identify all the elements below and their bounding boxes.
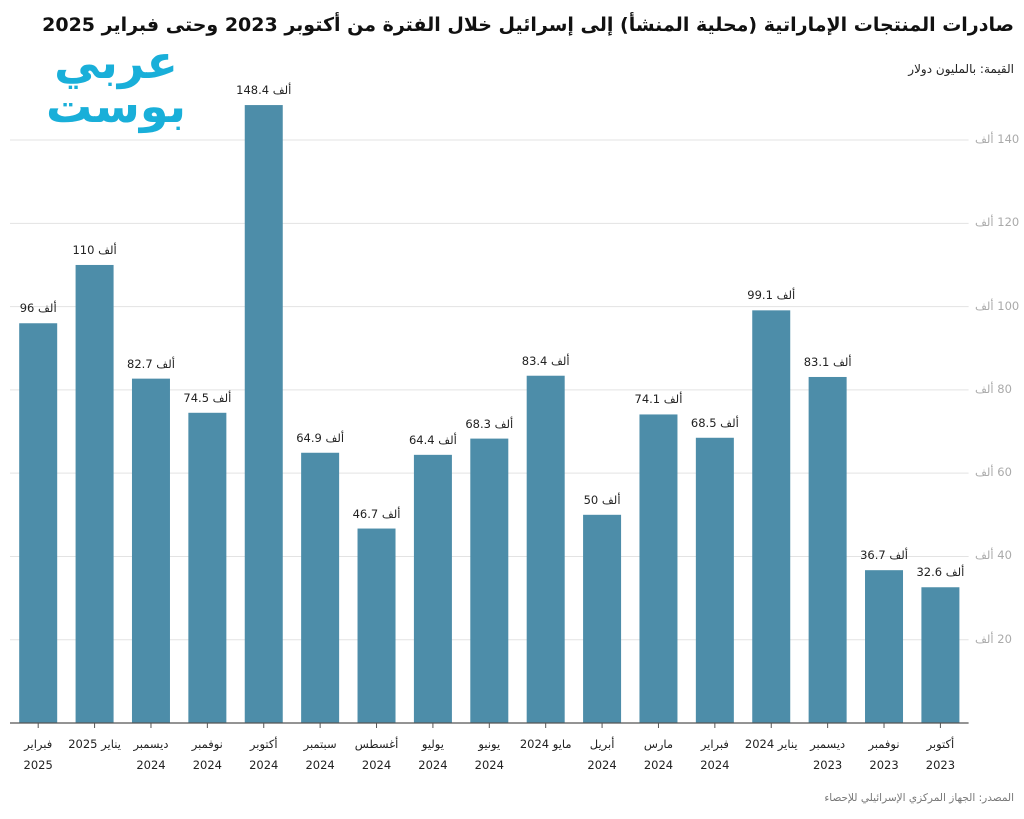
x-tick-label: أكتوبر 2024 [249,737,279,772]
x-tick-label: نوفمبر 2023 [868,737,900,772]
value-label: 74.5 ألف [183,390,232,405]
x-tick-label: مايو 2024 [519,737,572,751]
bar [75,264,114,723]
value-label: 83.1 ألف [803,354,852,369]
bar [808,376,847,723]
y-tick-label: 40 ألف [975,548,1012,563]
y-tick-label: 100 ألف [975,298,1020,313]
y-tick-label: 80 ألف [975,381,1012,396]
bar [19,323,58,723]
x-tick-label: فبراير 2025 [23,737,53,772]
bar [301,452,340,723]
y-tick-label: 60 ألف [975,465,1012,480]
bar [470,438,509,723]
value-label: 96 ألف [19,301,57,316]
value-label: 68.5 ألف [690,415,739,430]
x-tick-label: سبتمبر 2024 [303,737,337,772]
x-tick-label: أكتوبر 2023 [925,737,956,772]
x-tick-label: يونيو 2024 [474,737,504,772]
bar [752,310,791,723]
x-tick-label: ديسمبر 2023 [810,737,846,772]
x-tick-label: ديسمبر 2024 [133,737,169,772]
y-tick-label: 120 ألف [975,215,1020,230]
x-tick-label: يوليو 2024 [418,737,448,772]
value-label: 46.7 ألف [352,506,401,521]
source: المصدر: الجهاز المركزي الإسرائيلي للإحصا… [824,792,1014,804]
value-label: 82.7 ألف [127,356,175,371]
y-tick-label: 20 ألف [975,631,1012,646]
bar [357,528,396,723]
value-label: 110 ألف [72,242,117,257]
y-tick-label: 140 ألف [975,132,1020,147]
value-label: 83.4 ألف [521,353,570,368]
bar [865,570,904,723]
x-tick-label: يناير 2025 [68,737,121,751]
bar [188,412,227,723]
chart-title: صادرات المنتجات الإماراتية (محلية المنشأ… [42,14,1014,36]
value-label: 64.9 ألف [296,430,345,445]
chart-subtitle: القيمة: بالمليون دولار [908,62,1014,76]
value-label: 64.4 ألف [408,432,457,447]
x-tick-label: يناير 2024 [744,737,798,751]
x-tick-label: أغسطس 2024 [354,737,399,772]
x-tick-label: فبراير 2024 [700,737,730,772]
bar [695,437,734,723]
bar [583,514,622,723]
value-label: 50 ألف [583,492,621,507]
bar [526,375,565,723]
x-tick-label: نوفمبر 2024 [191,737,223,772]
logo: عربي بوست [45,35,187,133]
value-label: 74.1 ألف [634,392,683,407]
value-label: 99.1 ألف [747,288,796,303]
value-label: 68.3 ألف [465,416,514,431]
bar [639,414,678,723]
x-tick-label: مارس 2024 [643,737,674,772]
value-label: 32.6 ألف [916,565,965,580]
bar [413,454,452,723]
value-label: 36.7 ألف [860,548,908,563]
bar [921,587,960,723]
bar [244,105,283,724]
value-label: 148.4 ألف [236,83,292,98]
bar [131,378,170,723]
x-tick-label: أبريل 2024 [587,737,617,772]
